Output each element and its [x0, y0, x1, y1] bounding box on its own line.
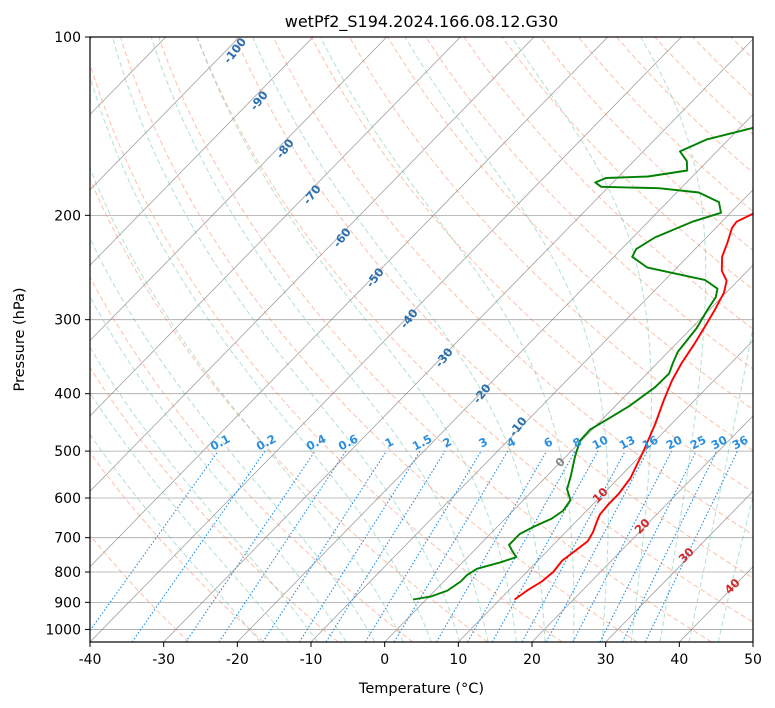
y-tick-label: 800	[54, 565, 81, 581]
x-tick-label: 50	[744, 652, 762, 668]
y-tick-label: 400	[54, 387, 81, 403]
axes: -40 -30 -20 -10 0 10 20 30 40 50 1000 900 800 700 600 5…	[45, 30, 762, 668]
dry-adiabat-line	[272, 37, 753, 536]
dry-adiabat-line	[234, 37, 753, 579]
mixing-ratio-line	[262, 450, 387, 642]
isotherm-line	[90, 37, 609, 568]
moist-adiabat-line	[404, 37, 609, 642]
dry-adiabat-line	[501, 37, 753, 291]
mixing-ratio-line	[131, 450, 266, 642]
y-tick-label: 1000	[45, 622, 81, 638]
dry-adiabat-line	[90, 62, 563, 642]
mixing-ratio-line	[298, 450, 421, 642]
isotherm-line	[90, 37, 388, 342]
x-tick-label: 10	[449, 652, 467, 668]
isotherm-line	[458, 339, 753, 642]
dry-adiabat-line	[158, 37, 712, 642]
x-tick-label: -30	[152, 652, 175, 668]
isotherm-line	[237, 113, 753, 642]
mixing-ratio-line	[545, 450, 648, 642]
mixing-ratio-line	[90, 450, 219, 632]
isotherm-line	[90, 37, 314, 266]
isotherm-line	[310, 189, 753, 642]
moist-adiabat-line	[688, 323, 753, 642]
x-tick-label: -10	[300, 652, 323, 668]
moist-adiabat-line	[90, 346, 319, 642]
mixing-ratio-label: 13	[617, 433, 638, 453]
moist-adiabat-line	[196, 37, 517, 642]
mixing-ratio-line	[599, 450, 697, 642]
moist-adiabat-line	[90, 392, 290, 642]
x-tick-label: 40	[670, 652, 688, 668]
mixing-ratio-line	[621, 450, 718, 642]
mixing-ratio-line	[325, 450, 446, 642]
y-axis-title: Pressure (hPa)	[12, 287, 28, 391]
isotherm-line	[531, 415, 753, 642]
moist-adiabat-line	[150, 37, 489, 642]
moist-adiabat-line	[252, 37, 546, 642]
isotherm-line	[90, 37, 535, 492]
isotherm-line	[384, 264, 753, 642]
dry-adiabat-line	[387, 37, 753, 411]
moist-adiabat-line	[717, 494, 753, 642]
x-tick-label: 20	[523, 652, 541, 668]
moist-adiabat-line	[90, 74, 432, 642]
mixing-ratio-label: 30	[709, 433, 730, 453]
dry-adiabat-line	[90, 534, 190, 642]
mixing-ratio-label: 20	[664, 433, 685, 453]
dry-adiabat-line	[90, 366, 339, 642]
profiles	[412, 126, 753, 601]
background-lines	[90, 37, 753, 642]
plot-frame	[89, 36, 754, 643]
x-axis-title: Temperature (°C)	[358, 681, 484, 697]
isotherm-line	[90, 37, 240, 191]
mixing-ratio-label: 10	[590, 433, 611, 453]
y-tick-label: 200	[54, 208, 81, 224]
moist-adiabat-line	[511, 37, 652, 642]
mixing-ratio-line	[644, 450, 739, 642]
y-tick-label: 300	[54, 313, 81, 329]
y-tick-label: 500	[54, 444, 81, 460]
mixing-ratio-line	[521, 450, 626, 642]
mixing-ratio-line	[491, 450, 599, 642]
dry-adiabat-line	[348, 37, 753, 452]
x-tick-label: -40	[79, 652, 102, 668]
moist-adiabat-line	[90, 237, 376, 642]
isotherm-line	[163, 38, 753, 642]
moist-adiabat-line	[90, 295, 347, 642]
dry-adiabat-line	[120, 37, 638, 642]
chart-title: wetPf2_S194.2024.166.08.12.G30	[285, 12, 559, 32]
y-tick-label: 100	[54, 30, 81, 46]
x-tick-label: 0	[380, 652, 389, 668]
dewpoint-profile-line	[412, 126, 753, 601]
dry-adiabat-line	[90, 177, 488, 642]
x-tick-label: 30	[597, 652, 615, 668]
x-tick-label: -20	[226, 652, 249, 668]
y-tick-label: 600	[54, 491, 81, 507]
mixing-ratio-line	[572, 450, 673, 642]
mixing-ratio-label: 16	[640, 433, 661, 453]
mixing-ratio-line	[364, 450, 482, 642]
mixing-ratio-label: 36	[730, 433, 751, 453]
moist-adiabat-line	[320, 37, 575, 642]
isotherm-line	[605, 490, 753, 642]
moist-adiabat-line	[112, 37, 461, 642]
mixing-ratio-label: 25	[688, 433, 709, 453]
temperature-profile-line	[514, 212, 753, 601]
y-tick-label: 700	[54, 531, 81, 547]
mixing-ratio-line	[467, 450, 576, 642]
dry-adiabat-line	[196, 37, 753, 623]
isotherm-line	[90, 37, 461, 417]
isotherm-line	[90, 37, 682, 642]
y-tick-label: 900	[54, 595, 81, 611]
moist-adiabat-line	[90, 433, 261, 642]
moist-adiabat-line	[90, 166, 404, 642]
